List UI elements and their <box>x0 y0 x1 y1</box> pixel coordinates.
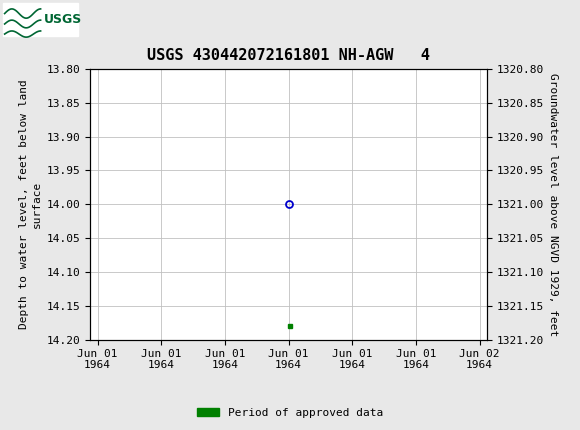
FancyBboxPatch shape <box>3 3 78 36</box>
Y-axis label: Depth to water level, feet below land
surface: Depth to water level, feet below land su… <box>19 80 42 329</box>
Text: USGS: USGS <box>44 13 82 26</box>
Y-axis label: Groundwater level above NGVD 1929, feet: Groundwater level above NGVD 1929, feet <box>548 73 559 336</box>
Title: USGS 430442072161801 NH-AGW   4: USGS 430442072161801 NH-AGW 4 <box>147 49 430 64</box>
Legend: Period of approved data: Period of approved data <box>193 403 387 422</box>
